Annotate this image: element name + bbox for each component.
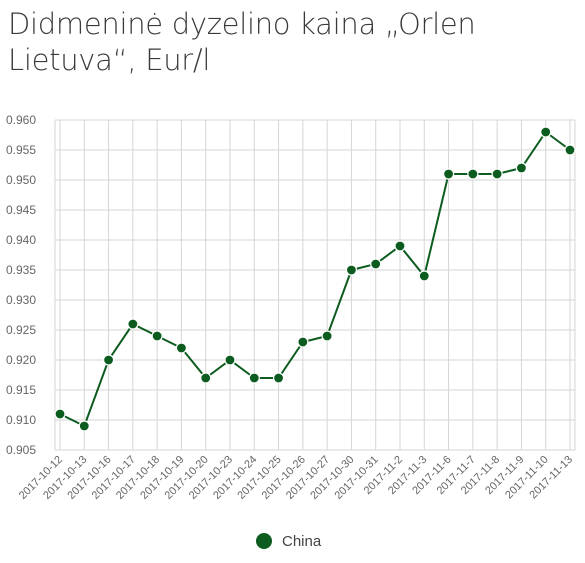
y-tick-label: 0.920 bbox=[6, 353, 36, 367]
data-point bbox=[370, 258, 382, 270]
y-tick-label: 0.960 bbox=[6, 113, 36, 127]
y-tick-label: 0.955 bbox=[6, 143, 36, 157]
data-point bbox=[321, 330, 333, 342]
y-tick-label: 0.950 bbox=[6, 173, 36, 187]
y-tick-label: 0.935 bbox=[6, 263, 36, 277]
y-axis-ticks: 0.960 0.955 0.950 0.945 0.940 0.935 0.930 0.925… bbox=[6, 113, 36, 457]
data-point bbox=[54, 408, 66, 420]
data-point bbox=[248, 372, 260, 384]
data-point bbox=[175, 342, 188, 354]
data-point bbox=[224, 354, 236, 366]
data-point bbox=[127, 318, 139, 330]
legend-label: China bbox=[282, 532, 322, 550]
chart-title: Didmeninė dyzelino kaina „Orlen Lietuva“… bbox=[8, 7, 476, 77]
data-point bbox=[102, 354, 115, 366]
legend-marker-icon bbox=[256, 533, 272, 549]
y-tick-label: 0.910 bbox=[6, 413, 36, 427]
data-point bbox=[418, 270, 430, 282]
data-point bbox=[467, 168, 479, 180]
series-china bbox=[54, 126, 576, 432]
grid-lines bbox=[54, 119, 576, 451]
y-tick-label: 0.925 bbox=[6, 323, 36, 337]
data-point bbox=[272, 372, 285, 384]
data-point bbox=[200, 372, 212, 384]
data-point bbox=[515, 162, 528, 174]
y-tick-label: 0.930 bbox=[6, 293, 36, 307]
data-point bbox=[442, 168, 455, 180]
y-tick-label: 0.945 bbox=[6, 203, 36, 217]
data-point bbox=[491, 168, 503, 180]
series-line bbox=[59, 130, 571, 428]
data-point bbox=[394, 240, 406, 252]
data-point bbox=[345, 264, 358, 276]
y-tick-label: 0.915 bbox=[6, 383, 36, 397]
data-point bbox=[540, 126, 552, 138]
data-point bbox=[78, 420, 90, 432]
x-axis-ticks: 2017-10-122017-10-132017-10-162017-10-17… bbox=[17, 454, 575, 502]
data-point bbox=[564, 144, 576, 156]
data-point bbox=[151, 330, 163, 342]
y-tick-label: 0.905 bbox=[6, 443, 36, 457]
y-tick-label: 0.940 bbox=[6, 233, 36, 247]
data-point bbox=[297, 336, 309, 348]
legend[interactable]: China bbox=[256, 531, 321, 551]
